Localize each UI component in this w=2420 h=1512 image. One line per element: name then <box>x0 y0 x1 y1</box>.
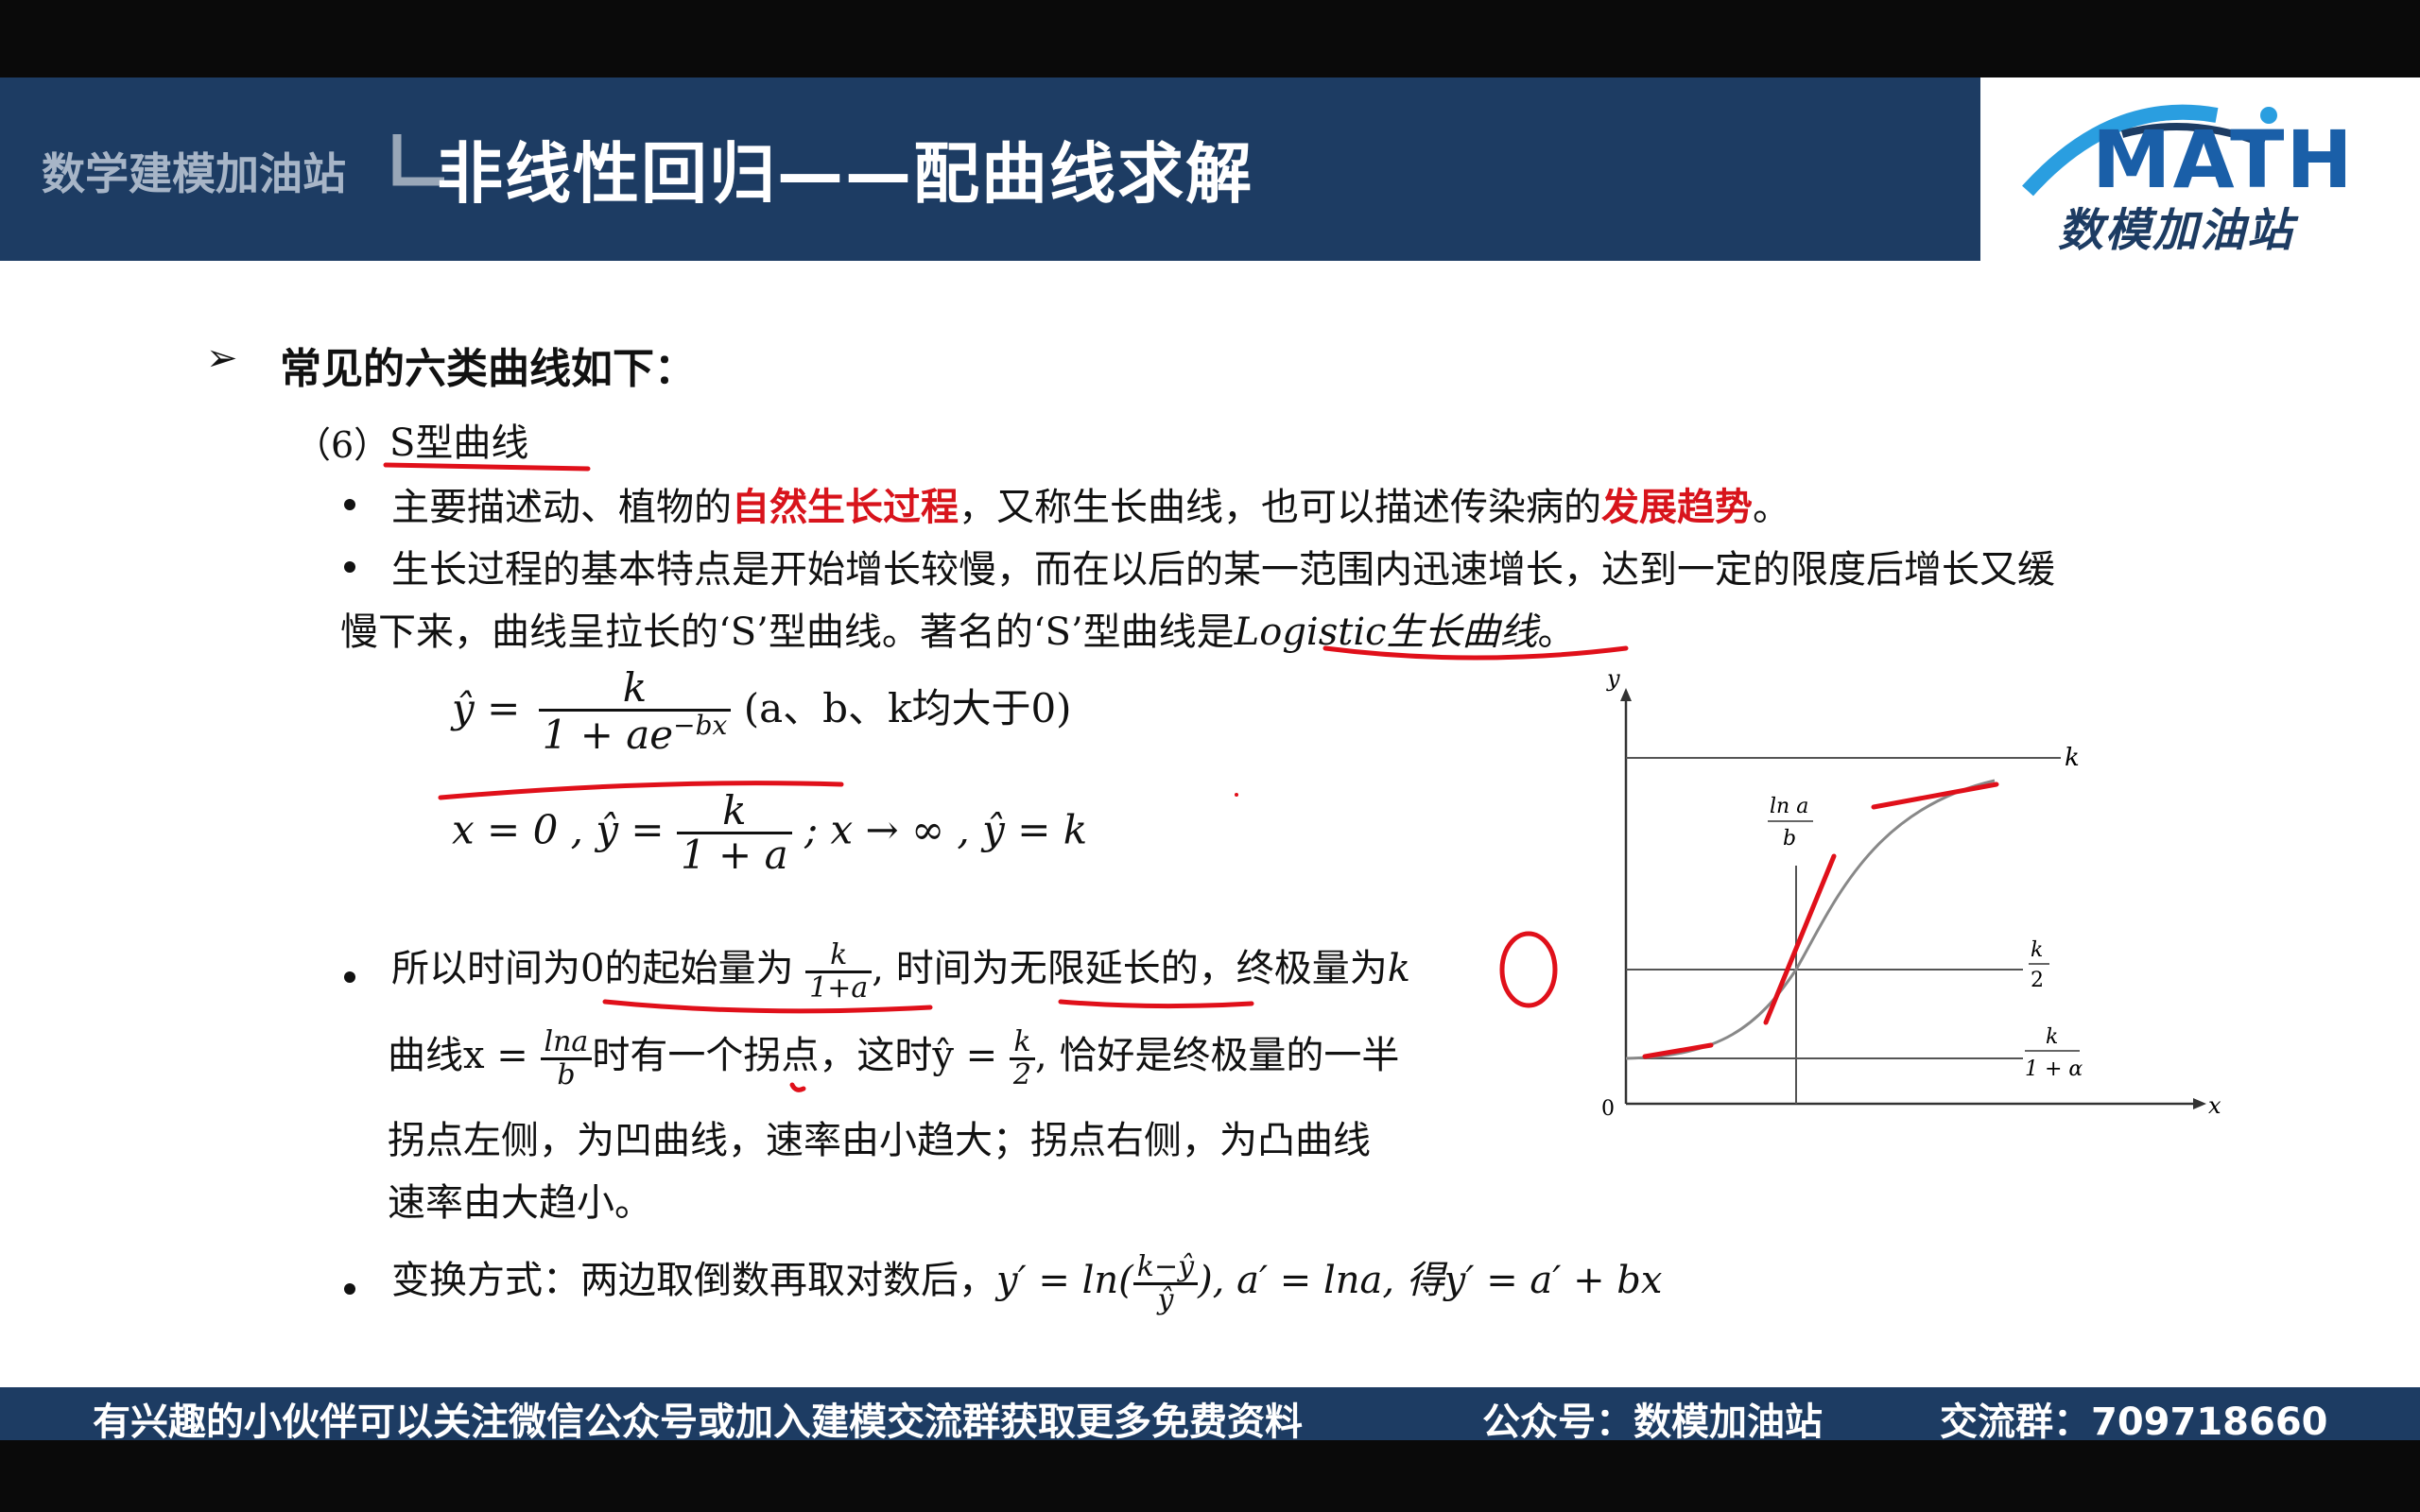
b4-formula-end: ), a′ = lna, 得y′ = a′ + bx <box>1198 1259 1663 1302</box>
b4-formula-start: y′ = ln( <box>996 1259 1133 1302</box>
bullet-dot <box>344 499 355 510</box>
footer-group: 交流群：709718660 <box>1940 1400 2328 1444</box>
f1-exponent: −bx <box>673 710 728 742</box>
y-axis-arrow-icon <box>1620 688 1632 701</box>
f2-right: ; x → ∞ , ŷ = k <box>804 806 1088 853</box>
b3-l2-frac2-den: 2 <box>1012 1057 1031 1091</box>
f1-condition: (a、b、k均大于0) <box>743 685 1072 732</box>
section-number: （6） <box>295 424 390 466</box>
start-den: 1 + α <box>2025 1057 2083 1081</box>
b3-l2-start: 曲线x = <box>388 1034 528 1077</box>
bullet-dot <box>344 971 355 983</box>
start-num: k <box>2046 1025 2058 1049</box>
b1-text-1: 主要描述动、植物的 <box>391 486 732 529</box>
formula-limits: x = 0 , ŷ = k 1 + a ; x → ∞ , ŷ = k <box>452 789 1088 879</box>
heading-bullet: ➢ <box>206 336 238 380</box>
bullet-3-line-3: 拐点左侧，为凹曲线，速率由小趋大；拐点右侧，为凸曲线 <box>388 1119 1371 1162</box>
b1-text-3: 。 <box>1753 486 1790 529</box>
y-axis-label: y <box>1606 667 1620 692</box>
slide-canvas: ➢ 常见的六类曲线如下： （6） S型曲线 主要描述动、植物的自然生长过程，又称… <box>0 261 2420 1387</box>
bottom-letterbox <box>0 1440 2420 1512</box>
f1-denominator: 1 + ae <box>542 712 674 759</box>
bullet-dot <box>344 561 355 573</box>
bullet-dot <box>344 1283 355 1295</box>
b4-text: 变换方式：两边取倒数再取对数后， <box>391 1259 996 1302</box>
bullet-3-line-1: 所以时间为0的起始量为 k 1+a , 时间为无限延长的，终极量为k <box>391 937 1410 1003</box>
b4-frac-num: k−ŷ <box>1132 1252 1199 1285</box>
slide-title: 非线性回归——配曲线求解 <box>437 135 1253 213</box>
f2-denominator: 1 + a <box>680 832 788 879</box>
formula-logistic: ŷ = k 1 + ae−bx (a、b、k均大于0) <box>452 666 1072 759</box>
section-heading: 常见的六类曲线如下： <box>280 345 696 393</box>
b3-middle: , 时间为无限延长的，终极量为 <box>872 947 1388 990</box>
b3-frac-num: k <box>805 940 873 973</box>
inflection-num: ln a <box>1770 795 1808 818</box>
x-axis-label: x <box>2208 1092 2221 1119</box>
handwritten-trace-middle <box>1763 853 1837 1025</box>
k-label: k <box>2065 744 2080 772</box>
b3-frac-den: 1+a <box>809 971 869 1005</box>
top-letterbox <box>0 0 2420 77</box>
b3-l2-middle: 时有一个拐点，这时ŷ = <box>592 1034 998 1077</box>
b3-l2-frac-den: b <box>557 1057 576 1091</box>
bullet-3-line-2: 曲线x = lna b 时有一个拐点，这时ŷ = k 2 , 恰好是终极量的一半 <box>388 1024 1399 1090</box>
b4-frac-den: ŷ <box>1157 1282 1174 1316</box>
b1-emphasis-1: 自然生长过程 <box>732 485 959 529</box>
b3-l2-frac2-num: k <box>1009 1027 1035 1060</box>
bullet-2-line-1: 生长过程的基本特点是开始增长较慢，而在以后的某一范围内迅速增长，达到一定的限度后… <box>391 548 2055 592</box>
b2-end: 。 <box>1537 610 1576 654</box>
s-curve-chart: y x 0 k ln a b k 2 k 1 + α <box>1601 667 2221 1121</box>
logo: MATH 数模加油站 <box>1980 77 2420 261</box>
bullet-2-line-2: 慢下来，曲线呈拉长的‘S’型曲线。著名的‘S’型曲线是Logistic生长曲线。 <box>340 601 1576 656</box>
footer-promo: 有兴趣的小伙伴可以关注微信公众号或加入建模交流群获取更多免费资料 <box>93 1400 1303 1444</box>
f1-lhs: ŷ = <box>452 685 521 732</box>
underline-infinite <box>1058 999 1254 1009</box>
x-axis-arrow-icon <box>2193 1098 2206 1109</box>
b3-k: k <box>1387 947 1410 990</box>
bullet-1: 主要描述动、植物的自然生长过程，又称生长曲线，也可以描述传染病的发展趋势。 <box>391 476 1790 531</box>
b3-start: 所以时间为0的起始量为 <box>391 947 794 990</box>
f1-numerator: k <box>538 666 732 713</box>
video-watermark-icon <box>392 134 444 186</box>
underline-formula <box>438 781 844 800</box>
b1-text-2: ，又称生长曲线，也可以描述传染病的 <box>959 486 1601 529</box>
inflection-den: b <box>1783 827 1796 850</box>
b2-logistic: Logistic生长曲线 <box>1234 610 1538 654</box>
half-num: k <box>2031 938 2043 962</box>
logo-word: MATH <box>2092 113 2355 206</box>
section-title: S型曲线 <box>389 421 529 465</box>
underline-section-title <box>383 462 591 472</box>
mark-inflection <box>789 1082 806 1092</box>
b3-l2-frac-num: lna <box>540 1027 593 1060</box>
slide-header-bar <box>0 77 1980 261</box>
handwritten-trace-start <box>1642 1042 1714 1059</box>
math-logo-icon <box>2022 104 2277 197</box>
footer-bar: 有兴趣的小伙伴可以关注微信公众号或加入建模交流群获取更多免费资料 公众号：数模加… <box>0 1387 2420 1444</box>
b3-l2-end: , 恰好是终极量的一半 <box>1034 1034 1400 1077</box>
circle-k <box>1499 931 1558 1008</box>
bullet-4: 变换方式：两边取倒数再取对数后，y′ = ln(k−ŷ ŷ ), a′ = lna,… <box>391 1249 1662 1314</box>
underline-logistic <box>1322 645 1629 661</box>
f2-numerator: k <box>676 789 792 835</box>
footer-account: 公众号：数模加油站 <box>1482 1400 1823 1444</box>
underline-start-amount <box>602 999 933 1014</box>
b1-emphasis-2: 发展趋势 <box>1601 485 1753 529</box>
origin-label: 0 <box>1601 1097 1615 1121</box>
bullet-3-line-4: 速率由大趋小。 <box>388 1181 652 1225</box>
brand-watermark: 数学建模加油站 <box>42 148 346 199</box>
b2-text: 慢下来，曲线呈拉长的‘S’型曲线。著名的‘S’型曲线是 <box>340 610 1235 654</box>
handwritten-annotations <box>383 462 1629 1092</box>
handwritten-trace-end <box>1871 782 1999 810</box>
half-den: 2 <box>2031 969 2044 992</box>
logo-subtitle: 数模加油站 <box>2058 204 2295 257</box>
f2-left: x = 0 , ŷ = <box>452 806 665 853</box>
